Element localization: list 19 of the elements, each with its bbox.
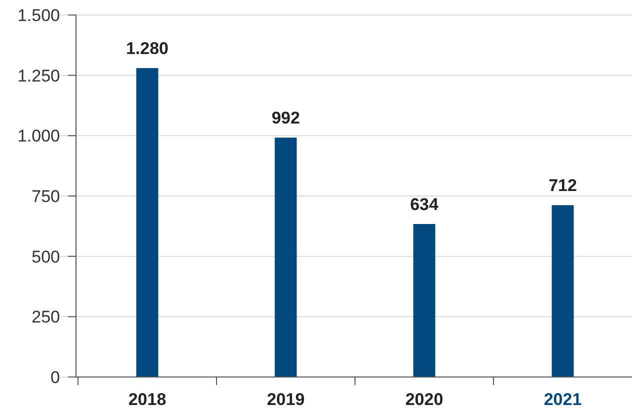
- y-tick-label: 750: [32, 186, 60, 206]
- bar: [136, 68, 158, 377]
- y-tick-label: 0: [50, 368, 60, 387]
- data-label: 992: [272, 108, 300, 128]
- data-label: 712: [548, 176, 577, 196]
- data-label: 1.280: [126, 39, 169, 58]
- y-tick-label: 1.500: [17, 6, 60, 25]
- y-tick-label: 1.250: [17, 66, 60, 86]
- x-tick-label: 2020: [405, 390, 444, 409]
- x-tick-label: 2019: [266, 390, 305, 409]
- y-tick-label: 500: [32, 247, 60, 266]
- y-tick-label: 250: [32, 308, 60, 327]
- bar: [274, 138, 297, 377]
- bar: [552, 205, 574, 377]
- data-label: 634: [410, 194, 439, 214]
- bar: [413, 224, 436, 377]
- x-tick-label: 2021: [544, 390, 582, 409]
- x-tick-label: 2018: [128, 390, 166, 409]
- y-tick-label: 1.000: [17, 126, 60, 146]
